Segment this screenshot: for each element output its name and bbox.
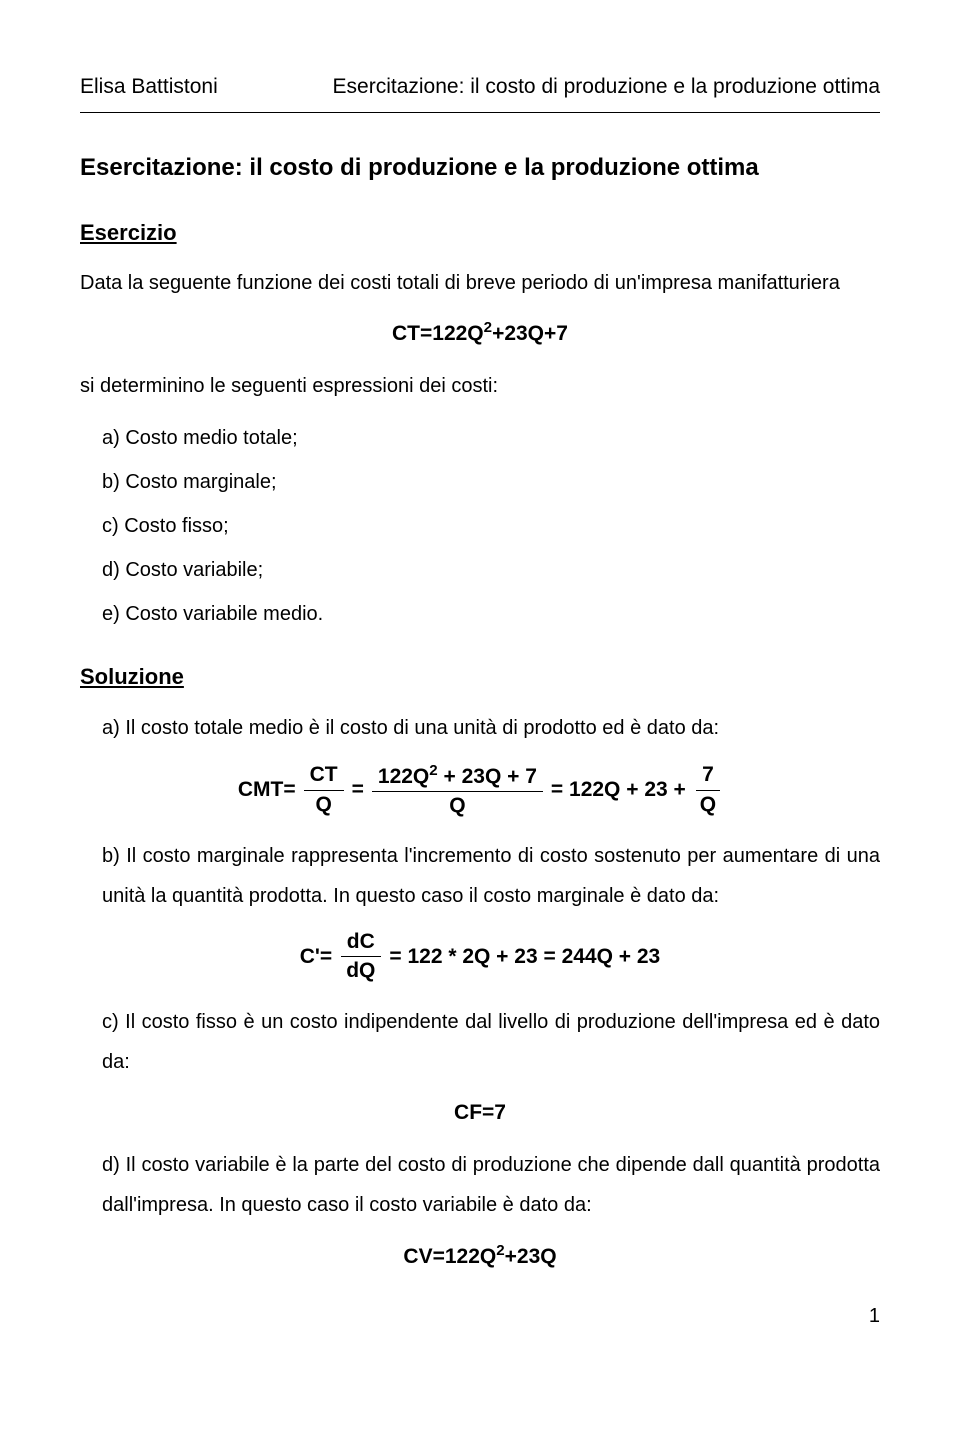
sol-b-text: b) Il costo marginale rappresenta l'incr… — [102, 836, 880, 916]
item-a: a) Costo medio totale; — [102, 419, 880, 457]
esercizio-heading: Esercizio — [80, 215, 880, 250]
sol-d-equation: CV=122Q2+23Q — [80, 1239, 880, 1274]
eq-frac-2: 122Q2 + 23Q + 7 Q — [372, 762, 543, 818]
intro-paragraph-post: si determinino le seguenti espressioni d… — [80, 367, 880, 405]
sol-a-text: a) Il costo totale medio è il costo di u… — [102, 708, 880, 748]
sol-a-equation: CMT= CT Q = 122Q2 + 23Q + 7 Q = 122Q + 2… — [80, 762, 880, 818]
eq-frac-1: CT Q — [304, 763, 344, 816]
sol-b-equation: C'= dC dQ = 122 * 2Q + 23 = 244Q + 23 — [80, 930, 880, 983]
page-title: Esercitazione: il costo di produzione e … — [80, 149, 880, 187]
page-number: 1 — [80, 1300, 880, 1332]
eq-lhs: CMT= — [238, 773, 296, 807]
sol-c-equation: CF=7 — [80, 1096, 880, 1130]
item-c: c) Costo fisso; — [102, 507, 880, 545]
formula-ct: CT=122Q2+23Q+7 — [80, 316, 880, 351]
eq-b-frac: dC dQ — [340, 930, 381, 983]
item-e: e) Costo variabile medio. — [102, 595, 880, 633]
eq-frac-3: 7 Q — [694, 763, 722, 816]
item-b: b) Costo marginale; — [102, 463, 880, 501]
header-author: Elisa Battistoni — [80, 70, 218, 104]
soluzione-heading: Soluzione — [80, 659, 880, 694]
sol-c-text: c) Il costo fisso è un costo indipendent… — [102, 1002, 880, 1082]
eq-b-lhs: C'= — [300, 940, 332, 974]
sol-d-text: d) Il costo variabile è la parte del cos… — [102, 1145, 880, 1225]
header-doc-title: Esercitazione: il costo di produzione e … — [333, 70, 880, 104]
page-header: Elisa Battistoni Esercitazione: il costo… — [80, 70, 880, 113]
item-d: d) Costo variabile; — [102, 551, 880, 589]
intro-paragraph-pre: Data la seguente funzione dei costi tota… — [80, 264, 880, 302]
